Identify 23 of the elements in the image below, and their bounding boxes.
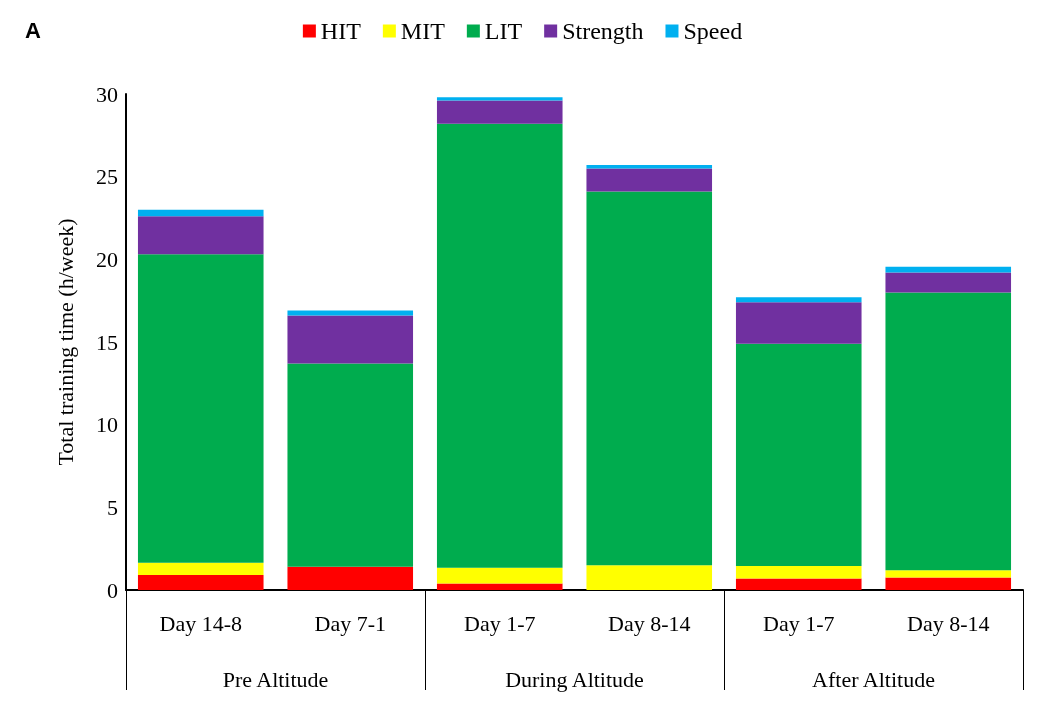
- text: Pre Altitude: [222, 666, 329, 692]
- x-tick-label: Day 14-8: [159, 610, 242, 636]
- legend-label: LIT: [484, 18, 523, 44]
- x-tick-label: Day 8-14: [608, 610, 691, 636]
- x-tick-label: Day 8-14: [907, 610, 990, 636]
- text: After Altitude: [812, 666, 935, 692]
- legend-label: Strength: [562, 18, 644, 44]
- y-tick-label: 15: [96, 329, 118, 355]
- text: During Altitude: [505, 666, 644, 692]
- y-tick-label: 30: [96, 81, 118, 107]
- legend-label: HIT: [320, 18, 362, 44]
- y-axis-title: Total training time (h/week): [52, 218, 78, 466]
- x-tick-label: Day 1-7: [763, 610, 835, 636]
- legend-label: Speed: [683, 18, 743, 44]
- y-tick-label: 10: [96, 412, 118, 438]
- x-tick-label: Day 1-7: [464, 610, 536, 636]
- legend-label: MIT: [400, 18, 446, 44]
- y-tick-label: 20: [96, 246, 118, 272]
- chart-title: A: [25, 17, 41, 43]
- y-tick-label: 0: [107, 577, 118, 603]
- y-tick-label: 25: [96, 164, 118, 190]
- x-tick-label: Day 7-1: [314, 610, 386, 636]
- y-tick-label: 5: [107, 494, 118, 520]
